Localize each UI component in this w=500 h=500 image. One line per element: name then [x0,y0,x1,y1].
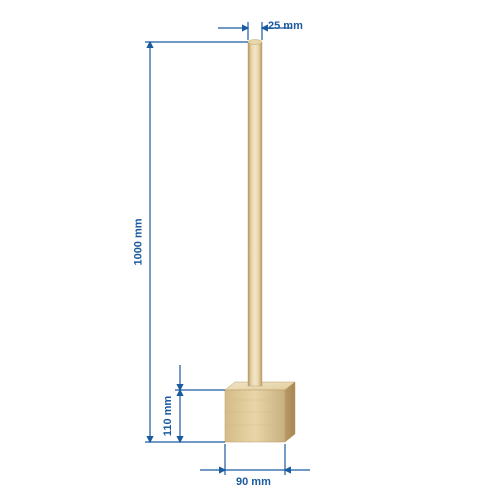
technical-drawing [0,0,500,500]
label-pole-diameter: 25 mm [268,20,303,32]
base-block [225,382,295,442]
pole [248,40,262,387]
dim-base-width [200,444,310,475]
label-total-height: 1000 mm [133,218,145,265]
dim-base-height [175,365,225,442]
dim-total-height [145,42,248,442]
label-base-height: 110 mm [162,396,174,436]
label-base-width: 90 mm [236,476,271,488]
